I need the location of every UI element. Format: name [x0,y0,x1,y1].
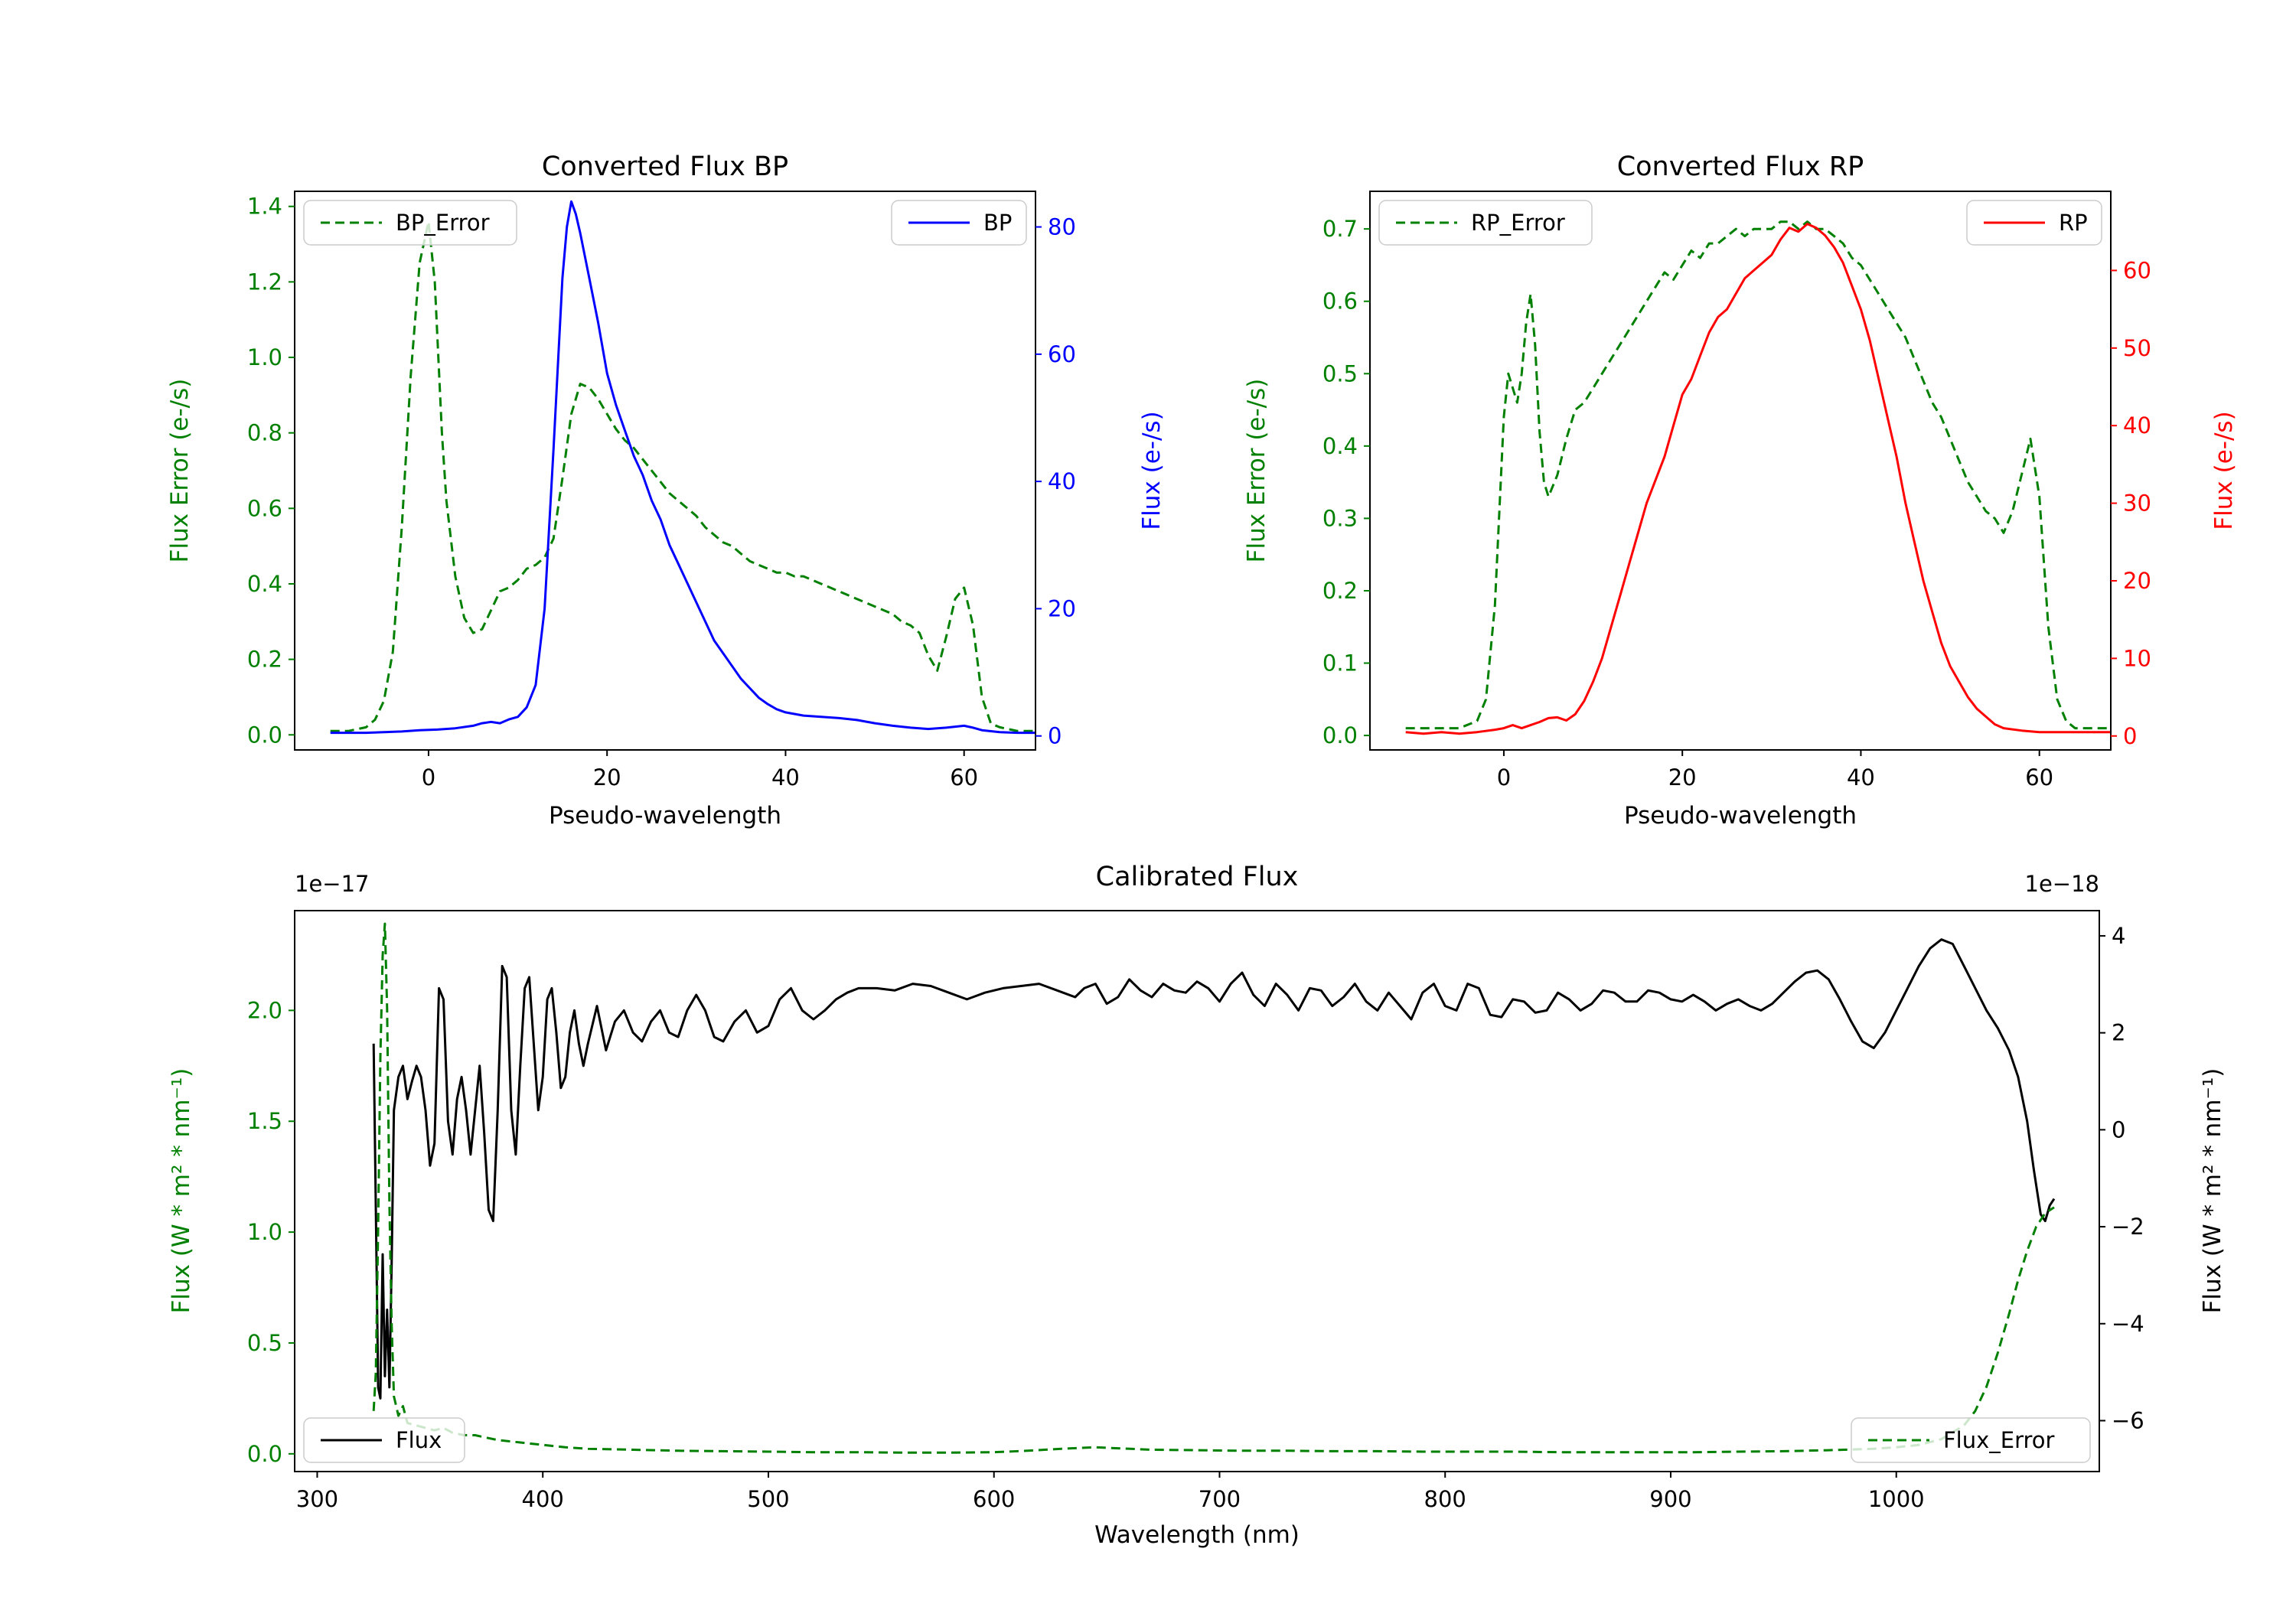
left-y-tick-label: 1.4 [247,194,282,220]
left-y-tick-label: 0.2 [247,647,282,673]
left-y-tick-label: 2.0 [247,997,282,1023]
x-tick-label: 400 [522,1486,564,1512]
right-y-tick-label: 30 [2123,491,2151,517]
legend-box-Flux_Error [1851,1417,2091,1463]
legend-box-BP_Error [303,200,517,246]
x-axis-label-bp: Pseudo-wavelength [548,802,781,830]
axis-scale-offset-right: 1e−18 [2024,871,2100,897]
right-y-tick-label: 60 [1048,341,1076,367]
converted-flux-rp-series-group [1405,220,2111,735]
right-y-tick-label: 20 [2123,568,2151,594]
right-y-tick-label: 80 [1048,214,1076,240]
left-y-tick-label: 0.3 [1322,505,1358,531]
left-y-tick-label: 0.8 [247,420,282,446]
legend-label: BP [983,210,1012,236]
left-y-tick-label: 1.2 [247,269,282,295]
left-y-tick-label: 0.5 [247,1330,282,1356]
x-axis-label-rp: Pseudo-wavelength [1623,802,1857,830]
chart-title-converted-flux-rp: Converted Flux RP [1616,152,1864,182]
x-tick-label: 40 [1847,764,1875,790]
series-line-RP [1405,223,2111,735]
right-y-tick-label: 0 [1048,723,1062,749]
left-y-tick-label: 1.5 [247,1108,282,1134]
axis-scale-offset-left: 1e−17 [295,871,370,897]
series-line-Flux [372,938,2056,1400]
x-tick-label: 900 [1649,1486,1691,1512]
x-tick-label: 60 [950,764,978,790]
right-y-tick-label: 0 [2123,723,2137,749]
left-y-tick-label: 0.6 [1322,288,1358,315]
x-tick-label: 500 [747,1486,789,1512]
legend-box-RP_Error [1378,200,1593,246]
right-y-tick-label: 2 [2112,1020,2125,1046]
left-y-tick-label: 1.0 [247,344,282,370]
right-y-tick-label: 40 [2123,412,2151,438]
x-axis-label-calibrated: Wavelength (nm) [1094,1521,1300,1549]
legend-label: Flux_Error [1943,1427,2055,1453]
right-y-tick-label: −2 [2112,1214,2144,1240]
right-y-tick-label: 50 [2123,335,2151,361]
x-tick-label: 40 [771,764,800,790]
x-tick-label: 300 [296,1486,338,1512]
chart-title-calibrated-flux: Calibrated Flux [1095,862,1299,892]
x-tick-label: 0 [422,764,435,790]
legend-box-Flux [303,1417,465,1463]
x-tick-label: 60 [2025,764,2053,790]
calibrated-flux-spines [294,910,2100,1472]
legend-label: RP_Error [1471,210,1565,236]
left-y-tick-label: 0.0 [247,722,282,748]
y-axis-label-calibrated-right: Flux (W * m² * nm⁻¹) [2199,1068,2226,1314]
left-y-tick-label: 0.4 [1322,433,1358,459]
x-tick-label: 20 [593,764,621,790]
left-y-tick-label: 0.0 [1322,722,1358,748]
right-y-tick-label: 10 [2123,645,2151,671]
left-y-tick-label: 0.6 [247,495,282,521]
converted-flux-bp-spines [294,191,1036,751]
x-tick-label: 20 [1668,764,1697,790]
left-y-tick-label: 0.2 [1322,578,1358,604]
left-y-tick-label: 0.0 [247,1441,282,1467]
converted-flux-rp-spines [1369,191,2112,751]
series-line-BP_Error [330,220,1035,732]
y-axis-label-calibrated-left: Flux (W * m² * nm⁻¹) [168,1068,195,1314]
x-tick-label: 800 [1424,1486,1466,1512]
left-y-tick-label: 0.1 [1322,650,1358,676]
legend-label: RP [2059,210,2088,236]
right-y-tick-label: −4 [2112,1311,2144,1337]
right-y-tick-label: 0 [2112,1116,2125,1143]
y-axis-label-rp-flux-error: Flux Error (e-/s) [1243,378,1270,563]
x-tick-label: 600 [973,1486,1015,1512]
converted-flux-bp-series-group [330,200,1035,735]
series-line-BP [330,200,1035,735]
y-axis-label-bp-flux: Flux (e-/s) [1138,411,1166,530]
right-y-tick-label: −6 [2112,1407,2144,1433]
chart-title-converted-flux-bp: Converted Flux BP [541,152,789,182]
y-axis-label-bp-flux-error: Flux Error (e-/s) [166,378,194,563]
x-tick-label: 0 [1497,764,1511,790]
right-y-tick-label: 40 [1048,468,1076,494]
x-tick-label: 1000 [1868,1486,1925,1512]
left-y-tick-label: 1.0 [247,1219,282,1245]
series-line-RP_Error [1405,220,2111,730]
right-y-tick-label: 60 [2123,257,2151,283]
left-y-tick-label: 0.5 [1322,360,1358,386]
legend-label: Flux [396,1427,442,1453]
calibrated-flux-series-group [372,922,2056,1454]
legend-label: BP_Error [396,210,490,236]
x-tick-label: 700 [1199,1486,1241,1512]
y-axis-label-rp-flux: Flux (e-/s) [2210,411,2238,530]
left-y-tick-label: 0.4 [247,571,282,597]
left-y-tick-label: 0.7 [1322,216,1358,242]
right-y-tick-label: 20 [1048,595,1076,621]
series-line-Flux_Error [372,922,2055,1454]
right-y-tick-label: 4 [2112,923,2125,949]
